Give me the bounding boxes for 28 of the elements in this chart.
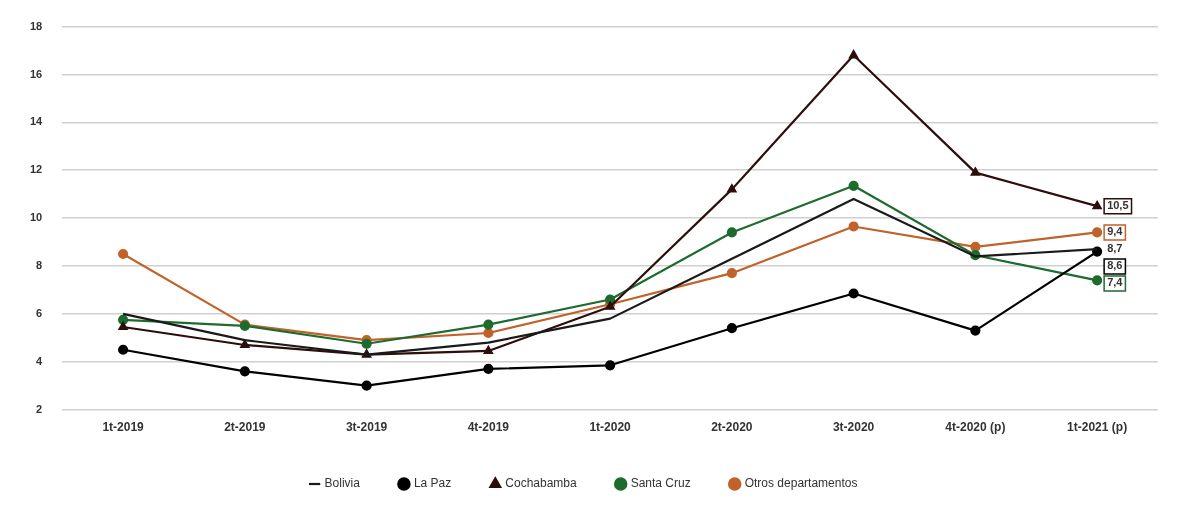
data-label: 9,4 — [1107, 225, 1124, 238]
y-tick-label: 4 — [36, 354, 44, 367]
x-tick-label: 2t-2019 — [224, 420, 266, 435]
data-label: 10,5 — [1107, 199, 1129, 212]
legend-label: Santa Cruz — [630, 476, 691, 491]
y-tick-label: 8 — [36, 259, 43, 272]
x-tick-label: 1t-2019 — [102, 420, 145, 435]
y-tick-label: 18 — [29, 19, 43, 32]
y-tick-label: 6 — [36, 306, 43, 319]
x-tick-label: 1t-2021 (p) — [1067, 420, 1128, 435]
x-tick-label: 4t-2019 — [467, 420, 510, 435]
y-tick-label: 12 — [29, 163, 43, 176]
y-tick-label: 10 — [29, 211, 43, 224]
legend-label: Otros departamentos — [744, 476, 858, 491]
y-tick-label: 16 — [29, 67, 43, 80]
legend-label: Bolivia — [324, 476, 361, 491]
data-label: 7,4 — [1107, 276, 1124, 289]
y-tick-label: 2 — [36, 402, 43, 415]
x-tick-label: 3t-2019 — [345, 420, 388, 435]
x-tick-label: 4t-2020 (p) — [945, 420, 1006, 435]
x-tick-label: 2t-2020 — [711, 420, 753, 435]
y-tick-label: 14 — [29, 115, 44, 128]
data-label: 8,7 — [1107, 242, 1123, 255]
x-tick-label: 1t-2020 — [589, 420, 632, 435]
legend-label: La Paz — [413, 476, 452, 491]
x-tick-label: 3t-2020 — [832, 420, 875, 435]
legend-label: Cochabamba — [505, 476, 577, 491]
data-label: 8,6 — [1107, 259, 1123, 272]
